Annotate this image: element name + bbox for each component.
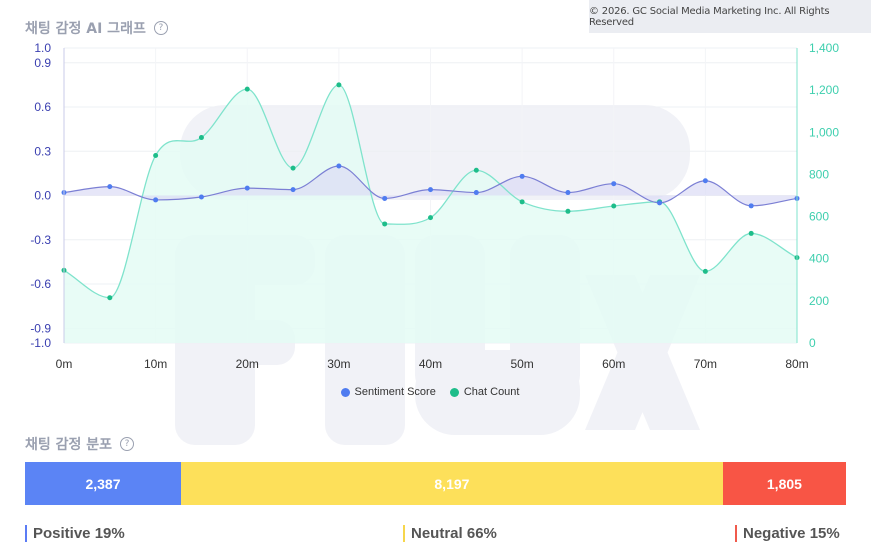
right-axis-tick-label: 1,400 (809, 41, 839, 55)
chart-legend: Sentiment Score Chat Count (0, 386, 860, 398)
chat-count-point (428, 215, 433, 221)
distribution-labels: Positive 19% Neutral 66% Negative 15% (25, 525, 846, 545)
x-axis-tick-label: 10m (144, 357, 167, 371)
sentiment-score-point (244, 185, 250, 191)
sentiment-score-point (382, 195, 388, 201)
sentiment-score-point (519, 173, 525, 179)
left-axis-tick-label: -1.0 (30, 336, 51, 350)
chart-title: 채팅 감정 AI 그래프 ? (25, 18, 168, 38)
left-axis-tick-label: -0.9 (30, 321, 51, 335)
left-axis-tick-label: -0.3 (30, 233, 51, 247)
distribution-negative[interactable]: 1,805 (722, 462, 846, 505)
chat-count-area-fill (64, 84, 797, 343)
chart-title-text: 채팅 감정 AI 그래프 (25, 21, 146, 37)
right-axis-tick-label: 600 (809, 210, 829, 224)
sentiment-score-point (748, 203, 754, 209)
sentiment-score-point (290, 187, 296, 193)
chat-count-line (63, 84, 798, 299)
chat-count-point (519, 199, 525, 205)
legend-dot-sentiment (340, 387, 350, 397)
right-axis-tick-label: 800 (809, 167, 829, 181)
right-axis-tick-label: 400 (809, 252, 829, 266)
sentiment-chat-chart: 1.00.9 0.6 0.3 0.0 -0.3 -0.6 -0.9-1.0 1,400 1,20… (30, 41, 839, 371)
chat-count-area (64, 84, 797, 343)
chat-count-point (702, 268, 708, 274)
chat-count-point (107, 295, 113, 301)
right-axis-tick-label: 0 (809, 336, 816, 350)
right-axis-tick-label: 200 (809, 294, 829, 308)
x-axis-tick-label: 80m (785, 357, 808, 371)
chat-count-point (153, 152, 159, 158)
left-axis-tick-label: 1.0 (34, 41, 51, 55)
left-axis-tick-label: 0.6 (34, 100, 51, 114)
chat-count-point (611, 203, 617, 209)
sentiment-score-point (611, 181, 617, 187)
legend-label-chat-count: Chat Count (463, 386, 520, 398)
sentiment-score-point (428, 187, 433, 193)
x-axis-tick-label: 0m (56, 357, 73, 371)
x-axis-tick-label: 70m (694, 357, 717, 371)
x-axis-tick-label: 60m (602, 357, 625, 371)
copyright-notice: © 2026. GC Social Media Marketing Inc. A… (589, 0, 871, 33)
distribution-neutral[interactable]: 8,197 (180, 462, 723, 505)
x-axis-tick-label: 30m (327, 357, 350, 371)
chat-count-point (473, 167, 479, 173)
left-axis-tick-label: 0.0 (34, 189, 51, 203)
sentiment-score-point (198, 194, 204, 200)
x-axis-tick-label: 20m (236, 357, 259, 371)
distribution-positive[interactable]: 2,387 (25, 462, 181, 505)
sentiment-distribution-bar: 2,387 8,197 1,805 (25, 462, 846, 505)
chat-count-point (198, 135, 204, 141)
distribution-label-positive: Positive 19% (25, 525, 125, 542)
legend-item-chat-count[interactable]: Chat Count (449, 386, 520, 398)
distribution-label-negative: Negative 15% (735, 525, 840, 542)
chat-count-point (336, 82, 342, 88)
sentiment-score-point (336, 163, 342, 169)
chat-count-point (565, 208, 571, 214)
x-axis-tick-label: 40m (419, 357, 442, 371)
left-axis-tick-label: 0.3 (34, 144, 51, 158)
chat-count-point (290, 165, 296, 171)
right-axis-tick-label: 1,200 (809, 83, 839, 97)
legend-dot-chat-count (449, 387, 459, 397)
x-axis-tick-label: 50m (510, 357, 533, 371)
left-axis-tick-label: 0.9 (34, 56, 51, 70)
question-circle-icon[interactable]: ? (120, 437, 135, 451)
left-axis-tick-label: -0.6 (30, 277, 51, 291)
sentiment-score-point (702, 178, 708, 184)
question-circle-icon[interactable]: ? (153, 21, 168, 35)
chat-count-point (244, 86, 250, 92)
legend-label-sentiment: Sentiment Score (354, 386, 436, 398)
right-axis-tick-label: 1,000 (809, 125, 839, 139)
chat-count-point (748, 230, 754, 236)
chat-count-point (382, 221, 388, 227)
sentiment-score-point (473, 190, 479, 196)
sentiment-score-point (565, 190, 571, 196)
sentiment-score-point (153, 197, 159, 203)
distribution-title-text: 채팅 감정 분포 (25, 437, 113, 453)
distribution-title: 채팅 감정 분포 ? (25, 434, 135, 454)
sentiment-score-point (107, 184, 113, 190)
distribution-label-neutral: Neutral 66% (403, 525, 497, 542)
legend-item-sentiment[interactable]: Sentiment Score (340, 386, 436, 398)
chart-axes: 1.00.9 0.6 0.3 0.0 -0.3 -0.6 -0.9-1.0 1,400 1,20… (30, 41, 839, 371)
sentiment-score-point (657, 200, 663, 206)
